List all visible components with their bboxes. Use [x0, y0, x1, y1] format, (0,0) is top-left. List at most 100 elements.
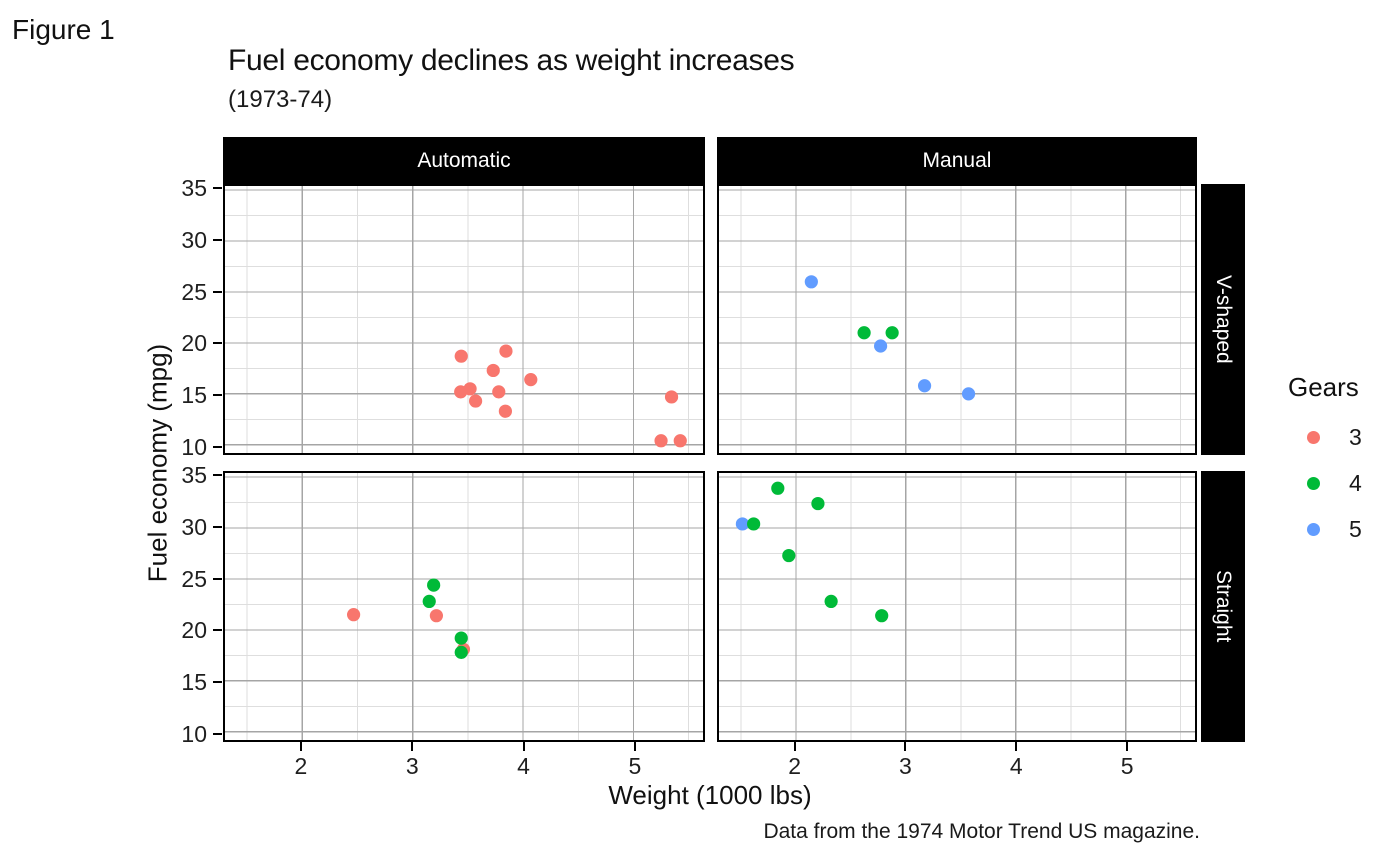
figure-label: Figure 1: [12, 14, 115, 45]
y-tick-mark: [213, 342, 222, 345]
legend-dot-icon: [1307, 476, 1320, 490]
data-point: [347, 608, 361, 622]
legend-item-gear-3: 3: [1307, 423, 1362, 451]
y-tick-label: 35: [181, 462, 207, 489]
data-point: [771, 481, 785, 495]
x-tick-mark: [522, 742, 525, 751]
y-tick-mark: [213, 238, 222, 241]
data-point: [811, 496, 825, 511]
chart-caption: Data from the 1974 Motor Trend US magazi…: [763, 820, 1200, 843]
data-point: [499, 344, 513, 358]
y-tick-label: 20: [181, 330, 207, 357]
y-tick-mark: [213, 394, 222, 396]
data-point: [454, 385, 468, 399]
y-tick-label: 10: [181, 720, 207, 747]
facet-strip-straight: Straight: [1201, 471, 1245, 742]
data-point: [824, 594, 838, 609]
y-tick-label: 25: [181, 565, 207, 592]
y-tick-label: 35: [181, 175, 207, 202]
legend-item-label: 4: [1349, 469, 1362, 496]
data-point: [804, 275, 818, 289]
data-point: [498, 404, 512, 418]
y-tick-label: 30: [181, 226, 207, 253]
x-tick-mark: [299, 742, 302, 751]
x-tick-label: 5: [628, 753, 642, 779]
x-tick-mark: [633, 742, 636, 751]
y-tick-label: 10: [181, 433, 207, 460]
y-tick-label: 30: [181, 513, 207, 540]
y-tick-mark: [213, 732, 222, 735]
data-point: [468, 394, 483, 408]
y-tick-mark: [213, 290, 222, 293]
facet-strip-automatic: Automatic: [223, 137, 705, 184]
data-point: [454, 645, 468, 659]
x-tick-mark: [1126, 742, 1129, 751]
y-tick-mark: [213, 525, 222, 528]
facet-strip-label: V-shaped: [1212, 275, 1235, 364]
x-tick-label: 5: [1120, 753, 1134, 779]
data-point: [747, 517, 761, 531]
data-point: [875, 609, 889, 623]
data-point: [664, 390, 679, 404]
legend-item-label: 5: [1349, 515, 1362, 542]
y-tick-mark: [213, 187, 222, 190]
data-point: [885, 326, 899, 340]
facet-strip-label: Straight: [1212, 570, 1235, 643]
legend-item-label: 3: [1349, 423, 1362, 450]
y-tick-label: 15: [181, 669, 207, 695]
panel-plot-area: [719, 186, 1195, 453]
panel-plot-area: [719, 473, 1195, 740]
data-point: [873, 339, 888, 353]
scatter-panel-automatic-straight: [223, 471, 705, 742]
x-tick-label: 4: [517, 753, 530, 779]
data-point: [857, 326, 871, 340]
panel-plot-area: [225, 473, 703, 740]
facet-strip-v-shaped: V-shaped: [1201, 184, 1245, 455]
y-tick-label: 20: [181, 617, 207, 644]
scatter-panel-manual-straight: [717, 471, 1197, 742]
legend-dot-icon: [1307, 522, 1320, 536]
legend-dot-icon: [1307, 430, 1320, 444]
x-tick-mark: [793, 742, 796, 751]
data-point: [427, 578, 441, 592]
facet-strip-label: Automatic: [417, 148, 511, 172]
x-tick-mark: [1015, 742, 1018, 751]
x-axis-title: Weight (1000 lbs): [608, 780, 812, 810]
data-point: [492, 385, 506, 399]
data-point: [454, 631, 468, 645]
y-tick-mark: [213, 445, 222, 448]
data-point: [673, 434, 687, 448]
scatter-panel-automatic-vshaped: [223, 184, 705, 455]
x-tick-label: 3: [899, 753, 912, 779]
data-point: [654, 434, 668, 448]
data-point: [429, 609, 444, 623]
data-point: [486, 363, 500, 378]
x-tick-mark: [411, 742, 414, 751]
chart-subtitle: (1973-74): [228, 86, 333, 113]
y-tick-label: 15: [181, 382, 207, 408]
y-tick-mark: [213, 629, 222, 632]
x-tick-label: 4: [1009, 753, 1023, 779]
data-point: [422, 594, 436, 609]
data-point: [524, 373, 538, 387]
chart-title: Fuel economy declines as weight increase…: [228, 44, 795, 77]
y-tick-label: 25: [181, 278, 207, 305]
y-tick-mark: [213, 474, 222, 477]
panel-plot-area: [225, 186, 703, 453]
data-point: [782, 548, 796, 563]
legend-title: Gears: [1288, 372, 1359, 402]
facet-strip-manual: Manual: [717, 137, 1197, 184]
x-tick-mark: [904, 742, 907, 751]
facet-strip-label: Manual: [922, 148, 992, 172]
x-tick-label: 2: [294, 753, 308, 779]
legend-item-gear-4: 4: [1307, 469, 1362, 497]
y-tick-mark: [213, 681, 222, 683]
x-tick-label: 2: [788, 753, 801, 779]
scatter-panel-manual-vshaped: [717, 184, 1197, 455]
x-tick-label: 3: [405, 753, 419, 779]
data-point: [735, 517, 750, 531]
legend: Gears 3 4 5: [1288, 372, 1362, 543]
data-point: [454, 349, 468, 363]
legend-item-gear-5: 5: [1307, 515, 1362, 543]
